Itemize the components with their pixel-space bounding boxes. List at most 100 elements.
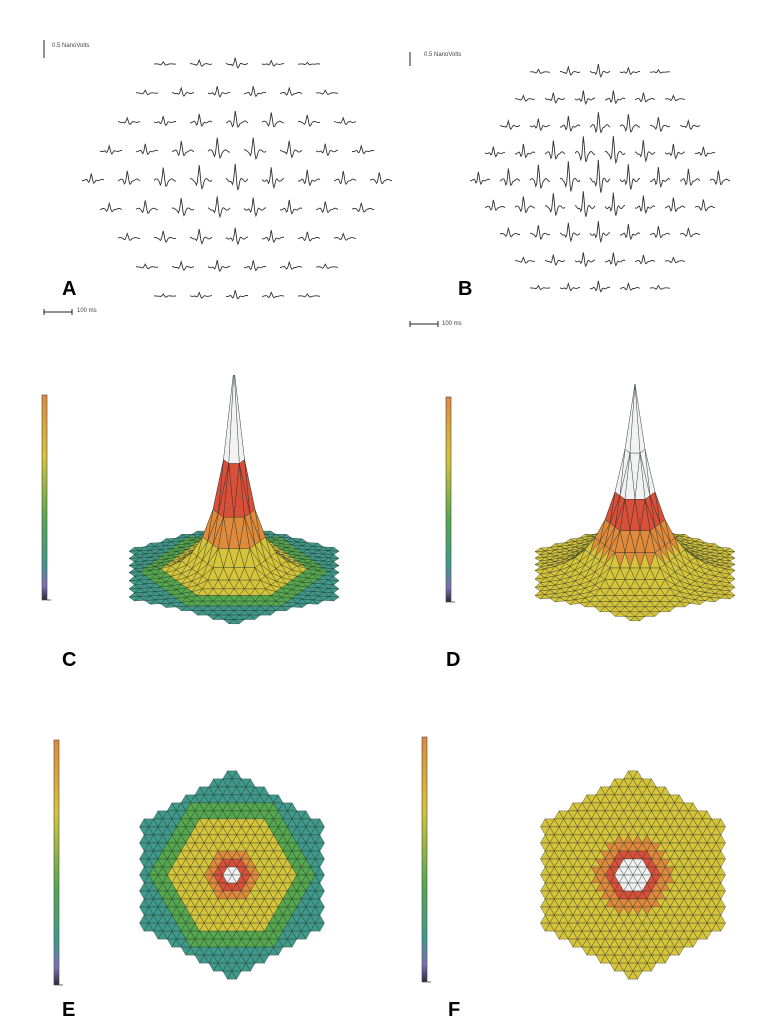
panel-letter-a: A — [62, 278, 77, 300]
mesh-cell — [314, 890, 325, 900]
topographic-map-f — [421, 736, 726, 983]
trace-waveform — [484, 199, 506, 211]
panel-b-traces — [469, 64, 731, 293]
mesh-cell — [539, 594, 551, 600]
trace-waveform — [559, 161, 581, 193]
trace-waveform — [664, 143, 685, 160]
trace-waveform — [153, 167, 176, 188]
panel-e-mesh — [139, 770, 325, 980]
trace-waveform — [559, 282, 580, 292]
trace-waveform — [559, 65, 581, 76]
panel-e-topographic-map: E — [30, 725, 400, 1025]
time-scale-label-a: 100 ms — [77, 308, 97, 314]
mesh-cell — [314, 906, 325, 916]
trace-waveform — [694, 199, 716, 212]
trace-waveform — [207, 137, 231, 159]
trace-waveform — [279, 199, 303, 215]
mesh-cell — [646, 962, 657, 972]
trace-waveform — [171, 86, 195, 97]
trace-waveform — [544, 254, 566, 266]
mesh-cell — [715, 826, 726, 836]
mesh-cell — [133, 596, 146, 602]
trace-waveform — [153, 115, 177, 127]
mesh-cell — [599, 606, 611, 612]
trace-waveform — [589, 280, 611, 293]
panel-letter-d: D — [446, 649, 461, 671]
mesh-cell — [715, 922, 726, 932]
trace-waveform — [225, 57, 249, 69]
mesh-cell — [314, 842, 325, 852]
trace-waveform — [171, 197, 195, 217]
trace-waveform — [225, 227, 249, 246]
trace-waveform — [529, 164, 551, 189]
panel-d-mesh — [534, 383, 736, 622]
trace-waveform — [207, 260, 230, 273]
trace-waveform — [679, 168, 701, 187]
trace-waveform — [171, 260, 195, 271]
trace-waveform — [153, 293, 177, 298]
panel-b-trace-array: 0.5 NanoVolts 100 ms B — [400, 30, 770, 350]
mesh-cell — [715, 842, 726, 852]
trace-waveform — [649, 167, 671, 189]
trace-waveform — [279, 86, 303, 96]
trace-waveform — [514, 256, 536, 264]
panel-letter-b: B — [458, 278, 473, 300]
trace-waveform — [189, 58, 213, 68]
trace-waveform — [315, 89, 339, 95]
trace-waveform — [171, 140, 195, 157]
color-scale-bar — [53, 739, 60, 986]
trace-waveform — [81, 173, 105, 184]
mesh-cell — [301, 930, 311, 940]
trace-waveform — [225, 163, 249, 191]
panel-letter-e: E — [62, 999, 76, 1021]
trace-waveform — [694, 146, 716, 158]
mesh-cell — [259, 610, 272, 616]
mesh-cell — [715, 890, 726, 900]
trace-waveform — [243, 260, 267, 272]
trace-waveform — [135, 200, 159, 214]
mesh-cell — [614, 611, 626, 617]
trace-waveform — [604, 252, 626, 267]
trace-waveform — [514, 196, 535, 214]
trace-waveform — [243, 86, 267, 98]
trace-waveform — [153, 230, 177, 243]
mesh-cell — [702, 930, 712, 940]
mesh-cell — [275, 605, 287, 611]
trace-waveform — [544, 193, 566, 217]
trace-waveform — [574, 90, 596, 106]
trace-waveform — [649, 284, 670, 290]
mesh-cell — [554, 597, 566, 603]
trace-waveform — [261, 59, 285, 67]
trace-waveform — [664, 94, 685, 102]
trace-waveform — [514, 143, 536, 159]
mesh-cell — [715, 874, 726, 884]
panel-c-mesh — [128, 375, 340, 625]
trace-waveform — [634, 195, 656, 215]
trace-waveform — [589, 221, 610, 244]
mesh-cell — [674, 946, 685, 956]
trace-waveform — [117, 170, 141, 186]
trace-waveform — [604, 192, 626, 216]
trace-waveform — [117, 232, 140, 241]
mesh-cell — [569, 599, 581, 605]
mesh-cell — [212, 614, 224, 620]
panel-f-mesh — [540, 770, 726, 980]
trace-waveform — [574, 252, 595, 268]
panel-c-surface-plot: C — [30, 375, 400, 695]
trace-waveform — [634, 140, 656, 163]
trace-waveform — [499, 168, 521, 187]
panel-d-surface-plot: D — [400, 375, 783, 695]
trace-waveform — [333, 232, 357, 241]
trace-waveform — [589, 64, 611, 78]
trace-waveform — [333, 170, 357, 186]
trace-waveform — [261, 230, 285, 244]
trace-waveform — [207, 86, 231, 98]
trace-waveform — [515, 94, 536, 102]
trace-waveform — [189, 165, 213, 190]
trace-waveform — [574, 191, 596, 217]
mesh-cell — [273, 946, 284, 956]
mesh-cell — [644, 611, 656, 617]
trace-waveform — [225, 110, 249, 128]
trace-waveform — [297, 293, 320, 298]
trace-waveform — [649, 226, 671, 239]
